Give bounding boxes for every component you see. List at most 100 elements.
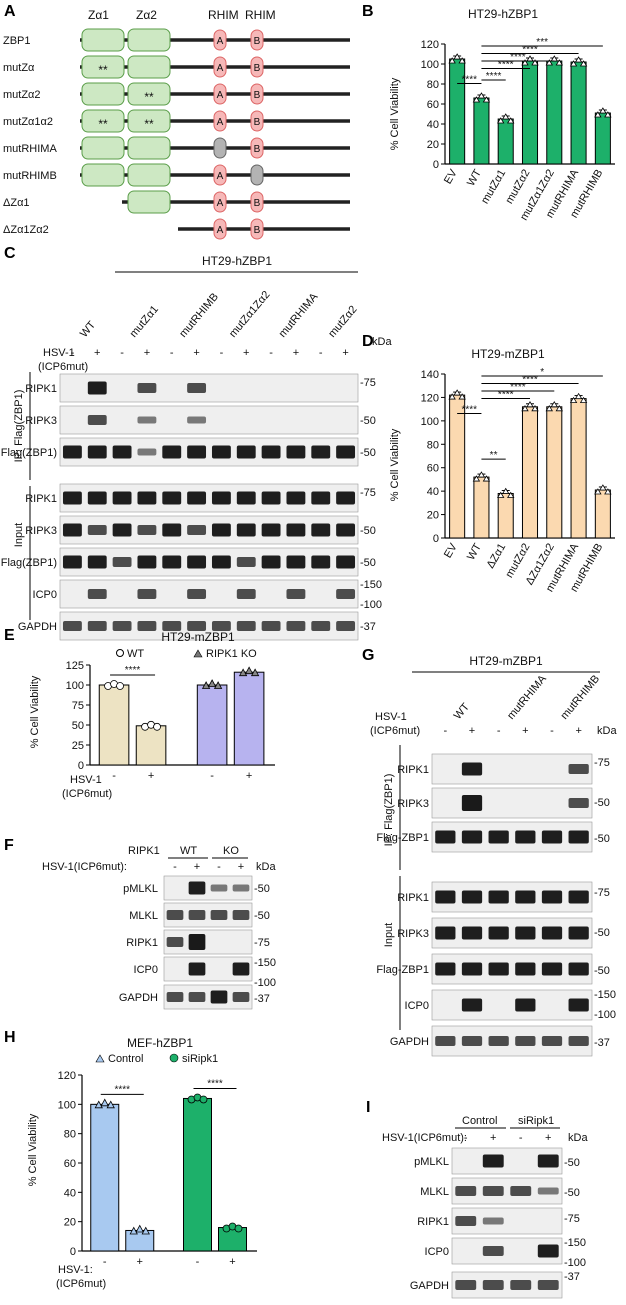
band [482, 1186, 504, 1196]
bar [90, 1103, 120, 1252]
band [568, 890, 589, 904]
row-label: RIPK3 [25, 525, 57, 537]
sig-label: **** [498, 390, 514, 401]
y-tick-label: 60 [427, 99, 439, 111]
blot-f-ripk1: RIPK1 [128, 845, 160, 857]
panel-label-f: F [4, 837, 14, 854]
rhim-b-domain [250, 110, 264, 132]
za1-domain [81, 109, 125, 133]
row-label: RIPK1 [397, 764, 429, 776]
blot-i-treat: HSV-1(ICP6mut): [382, 1132, 467, 1144]
row-label: RIPK3 [397, 798, 429, 810]
band [166, 992, 184, 1002]
rhim-a-label: A [217, 225, 224, 236]
band [568, 926, 589, 940]
data-point [238, 668, 248, 677]
band [187, 621, 207, 631]
lane-label: mutZα2 [326, 303, 359, 339]
chart-e-title: HT29-mZBP1 [161, 630, 235, 644]
lane-sign: - [71, 347, 75, 359]
y-tick-label: 20 [427, 139, 439, 151]
za2-domain [127, 163, 171, 187]
lane-sign: + [193, 347, 199, 359]
data-point [604, 488, 612, 495]
band [211, 523, 231, 537]
blot-c-treat: HSV-1 [43, 347, 75, 359]
band [62, 445, 82, 459]
band [455, 1186, 477, 1196]
band [461, 1036, 483, 1046]
panel-h: H MEF-hZBP1 Control siRipk1 % Cell Viabi… [4, 1029, 257, 1290]
x-tick-label: ΔZα1 [485, 542, 509, 571]
band [515, 890, 536, 904]
lane-sign: + [238, 861, 244, 873]
band [137, 621, 157, 631]
blot-f-treat: HSV-1(ICP6mut): [42, 861, 127, 873]
band [112, 557, 132, 567]
za2-domain [127, 136, 171, 160]
data-point [116, 682, 124, 690]
rhim-a-label: A [217, 90, 224, 101]
data-point [448, 393, 456, 400]
band [541, 890, 563, 904]
rhim-a-domain [213, 83, 227, 105]
chart-e-legend-ko: RIPK1 KO [206, 648, 257, 660]
band [137, 525, 157, 535]
marker-label: -150 [360, 579, 382, 591]
blot-c: WT mutZα1 mutRHIMB mutZα1Zα2 mutRHIMA mutZα2-… [1, 289, 382, 641]
band [510, 1280, 532, 1290]
band [188, 992, 206, 1002]
marker-label: -50 [360, 557, 376, 569]
band [211, 621, 231, 631]
marker-label: -75 [360, 487, 376, 499]
row-label: ICP0 [425, 1246, 449, 1258]
band [482, 1246, 504, 1256]
data-point [574, 392, 583, 399]
data-point [234, 1224, 243, 1233]
data-point [521, 59, 529, 66]
panel-label-g: G [362, 647, 374, 664]
band [461, 962, 483, 976]
data-point [502, 487, 510, 494]
rhim-a-domain [213, 29, 227, 51]
bar [183, 1097, 212, 1252]
data-point [545, 405, 553, 412]
lane-sign: - [497, 725, 501, 737]
data-point [531, 59, 539, 66]
band [515, 926, 536, 940]
x-tick-label: EV [442, 167, 460, 186]
chart-h-xlabel: HSV-1: [58, 1264, 93, 1276]
za1-domain [81, 163, 125, 187]
data-point [497, 491, 505, 498]
marker-label: -37 [254, 993, 270, 1005]
band [311, 523, 331, 537]
lane-sign: + [469, 725, 475, 737]
band [211, 491, 231, 505]
lane-sign: + [522, 725, 528, 737]
data-point [201, 681, 211, 689]
za2-domain [127, 82, 171, 106]
data-point [106, 1100, 115, 1109]
blot-strip [431, 917, 593, 949]
band [188, 962, 206, 976]
lane-label: mutRHIMB [558, 673, 602, 722]
lane-label: mutRHIMB [177, 291, 221, 340]
chart-h-ylabel: % Cell Viability [27, 1113, 39, 1186]
data-point [497, 117, 505, 124]
za1-mut-mark: ** [98, 117, 108, 131]
blot-strip [59, 405, 359, 435]
rhim-a-label: A [217, 117, 224, 128]
panel-b: B HT29-hZBP1 % Cell Viability 0 20 40 60 80 1… [362, 3, 615, 223]
band [188, 881, 206, 895]
band [568, 1036, 589, 1046]
data-point [482, 475, 491, 482]
marker-label: -50 [564, 1157, 580, 1169]
sig-label: **** [486, 71, 502, 82]
blot-strip [431, 953, 593, 985]
band [187, 525, 207, 535]
band [541, 1036, 563, 1046]
marker-label: -37 [564, 1271, 580, 1283]
data-point [199, 1095, 208, 1104]
panel-label-a: A [4, 3, 16, 20]
